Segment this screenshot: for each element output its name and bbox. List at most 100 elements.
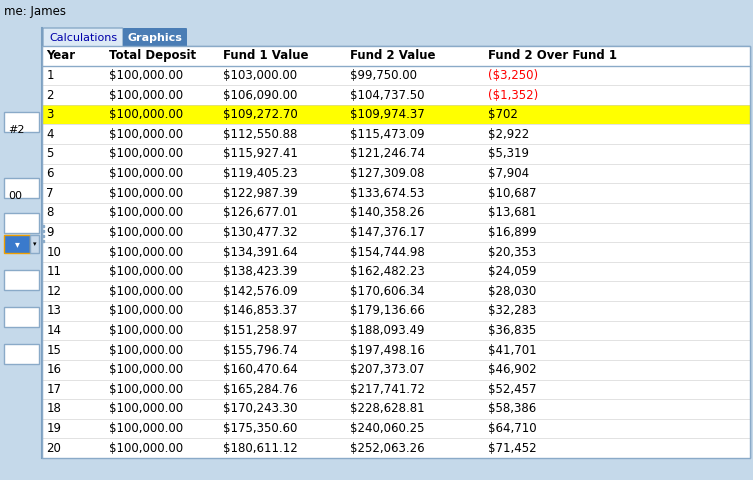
Text: $103,000.00: $103,000.00 — [223, 69, 297, 82]
Text: 17: 17 — [46, 383, 61, 396]
Text: $121,246.74: $121,246.74 — [350, 147, 425, 160]
Bar — [42, 164, 750, 183]
Text: Fund 2 Value: Fund 2 Value — [350, 49, 435, 62]
Text: $188,093.49: $188,093.49 — [350, 324, 425, 337]
Text: $100,000.00: $100,000.00 — [109, 88, 184, 102]
Bar — [4, 270, 39, 290]
Text: $100,000.00: $100,000.00 — [109, 363, 184, 376]
Bar — [42, 458, 750, 478]
Bar — [42, 242, 750, 262]
Text: $100,000.00: $100,000.00 — [109, 128, 184, 141]
Text: 8: 8 — [46, 206, 53, 219]
Text: $142,576.09: $142,576.09 — [223, 285, 297, 298]
Text: $24,059: $24,059 — [488, 265, 537, 278]
Text: $100,000.00: $100,000.00 — [109, 167, 184, 180]
Text: 6: 6 — [46, 167, 53, 180]
Text: $155,796.74: $155,796.74 — [223, 344, 297, 357]
Text: 13: 13 — [46, 304, 61, 317]
Text: $100,000.00: $100,000.00 — [109, 265, 184, 278]
Bar — [4, 235, 30, 253]
Text: $133,674.53: $133,674.53 — [350, 187, 425, 200]
Text: $16,899: $16,899 — [488, 226, 537, 239]
Text: Year: Year — [46, 49, 75, 62]
Text: $175,350.60: $175,350.60 — [223, 422, 297, 435]
Bar — [42, 28, 750, 48]
Bar — [42, 399, 750, 419]
Bar — [42, 144, 750, 164]
Text: $154,744.98: $154,744.98 — [350, 245, 425, 259]
Text: $126,677.01: $126,677.01 — [223, 206, 297, 219]
Text: 00: 00 — [8, 191, 22, 201]
Text: $52,457: $52,457 — [488, 383, 537, 396]
Text: $179,136.66: $179,136.66 — [350, 304, 425, 317]
Text: $5,319: $5,319 — [488, 147, 529, 160]
Text: $100,000.00: $100,000.00 — [109, 108, 184, 121]
Text: ▾: ▾ — [14, 239, 20, 249]
Text: $41,701: $41,701 — [488, 344, 537, 357]
Bar — [42, 281, 750, 301]
Text: $99,750.00: $99,750.00 — [350, 69, 417, 82]
Bar — [30, 235, 39, 253]
Bar — [4, 344, 39, 364]
Bar — [4, 112, 39, 132]
Bar — [42, 46, 750, 458]
Text: $100,000.00: $100,000.00 — [109, 206, 184, 219]
Text: $162,482.23: $162,482.23 — [350, 265, 425, 278]
Text: $7,904: $7,904 — [488, 167, 529, 180]
Bar — [4, 178, 39, 198]
Text: #2: #2 — [8, 125, 25, 135]
Text: $100,000.00: $100,000.00 — [109, 69, 184, 82]
Text: $170,243.30: $170,243.30 — [223, 402, 297, 416]
Text: $109,974.37: $109,974.37 — [350, 108, 425, 121]
Bar — [42, 46, 750, 458]
Text: $228,628.81: $228,628.81 — [350, 402, 425, 416]
Text: $100,000.00: $100,000.00 — [109, 285, 184, 298]
Text: Fund 1 Value: Fund 1 Value — [223, 49, 308, 62]
Text: $122,987.39: $122,987.39 — [223, 187, 297, 200]
Text: $100,000.00: $100,000.00 — [109, 324, 184, 337]
Text: $20,353: $20,353 — [488, 245, 536, 259]
Text: $71,452: $71,452 — [488, 442, 537, 455]
Text: ($1,352): ($1,352) — [488, 88, 538, 102]
Text: $100,000.00: $100,000.00 — [109, 422, 184, 435]
Bar — [42, 124, 750, 144]
Text: $28,030: $28,030 — [488, 285, 536, 298]
Text: $32,283: $32,283 — [488, 304, 536, 317]
Text: $702: $702 — [488, 108, 518, 121]
Bar — [42, 321, 750, 340]
Text: $240,060.25: $240,060.25 — [350, 422, 425, 435]
Text: $100,000.00: $100,000.00 — [109, 245, 184, 259]
Text: 4: 4 — [46, 128, 53, 141]
Bar — [42, 203, 750, 223]
Text: $119,405.23: $119,405.23 — [223, 167, 297, 180]
Text: $165,284.76: $165,284.76 — [223, 383, 297, 396]
Bar — [42, 223, 750, 242]
Text: $197,498.16: $197,498.16 — [350, 344, 425, 357]
Text: $36,835: $36,835 — [488, 324, 536, 337]
Text: $252,063.26: $252,063.26 — [350, 442, 425, 455]
Bar — [42, 380, 750, 399]
Text: 12: 12 — [46, 285, 61, 298]
Bar — [42, 360, 750, 380]
Text: $100,000.00: $100,000.00 — [109, 442, 184, 455]
Text: 7: 7 — [46, 187, 53, 200]
Text: $170,606.34: $170,606.34 — [350, 285, 425, 298]
Text: 16: 16 — [46, 363, 61, 376]
Text: $46,902: $46,902 — [488, 363, 537, 376]
Text: $115,473.09: $115,473.09 — [350, 128, 425, 141]
Text: $100,000.00: $100,000.00 — [109, 304, 184, 317]
Bar — [42, 301, 750, 321]
Text: Graphics: Graphics — [127, 33, 182, 43]
Text: $180,611.12: $180,611.12 — [223, 442, 297, 455]
Text: $151,258.97: $151,258.97 — [223, 324, 297, 337]
Text: 10: 10 — [46, 245, 61, 259]
Text: $207,373.07: $207,373.07 — [350, 363, 425, 376]
Text: $138,423.39: $138,423.39 — [223, 265, 297, 278]
Text: 19: 19 — [46, 422, 61, 435]
Text: $112,550.88: $112,550.88 — [223, 128, 297, 141]
Text: 11: 11 — [46, 265, 61, 278]
Text: $146,853.37: $146,853.37 — [223, 304, 297, 317]
FancyBboxPatch shape — [123, 28, 187, 47]
Text: $217,741.72: $217,741.72 — [350, 383, 425, 396]
Text: $100,000.00: $100,000.00 — [109, 187, 184, 200]
